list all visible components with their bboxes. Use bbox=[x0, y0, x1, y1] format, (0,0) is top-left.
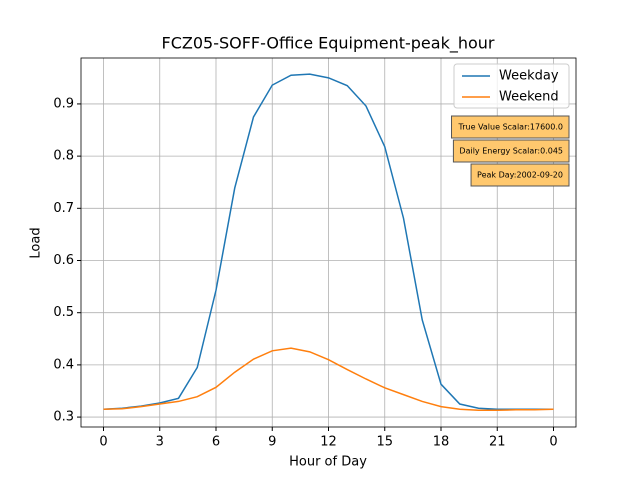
x-tick-label: 3 bbox=[156, 435, 164, 450]
x-axis-label: Hour of Day bbox=[289, 455, 367, 470]
x-tick-label: 0 bbox=[99, 435, 107, 450]
annotation-text: Peak Day:2002-09-20 bbox=[477, 171, 563, 180]
y-tick-label: 0.5 bbox=[53, 305, 74, 320]
line bbox=[103, 347, 554, 412]
y-tick-label: 0.4 bbox=[53, 357, 74, 372]
y-tick-label: 0.3 bbox=[53, 410, 74, 425]
line bbox=[103, 73, 554, 411]
y-tick-label: 0.6 bbox=[53, 253, 74, 268]
x-tick-label: 12 bbox=[320, 435, 337, 450]
x-tick-label: 6 bbox=[212, 435, 220, 450]
legend-label: Weekend bbox=[499, 90, 559, 105]
y-tick-label: 0.7 bbox=[53, 201, 74, 216]
annotation-box bbox=[470, 163, 570, 187]
x-tick-label: 0 bbox=[549, 435, 557, 450]
annotation-text: Daily Energy Scalar:0.045 bbox=[459, 147, 563, 156]
annotation-text: True Value Scalar:17600.0 bbox=[458, 123, 563, 132]
x-tick-label: 9 bbox=[268, 435, 276, 450]
chart-title: FCZ05-SOFF-Office Equipment-peak_hour bbox=[162, 34, 495, 54]
y-axis-label: Load bbox=[29, 227, 44, 258]
y-tick-label: 0.8 bbox=[53, 149, 74, 164]
y-tick-label: 0.9 bbox=[53, 96, 74, 111]
plot-frame bbox=[80, 57, 577, 428]
x-tick-label: 18 bbox=[433, 435, 450, 450]
legend-label: Weekday bbox=[499, 69, 559, 84]
annotation-box bbox=[452, 139, 570, 163]
x-tick-label: 21 bbox=[489, 435, 506, 450]
x-tick-label: 15 bbox=[376, 435, 393, 450]
annotation-box bbox=[451, 115, 570, 139]
